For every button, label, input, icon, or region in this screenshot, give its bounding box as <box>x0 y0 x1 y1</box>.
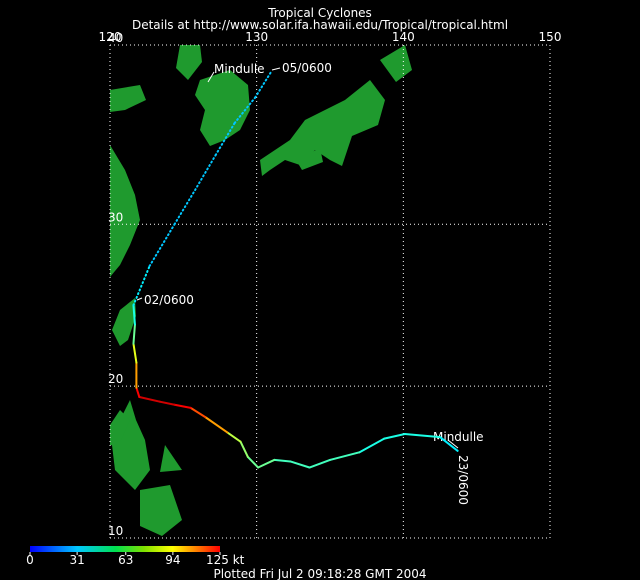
colorbar <box>30 546 220 552</box>
track-segment <box>135 386 141 399</box>
track-segment <box>239 440 249 458</box>
track-segment <box>173 403 192 409</box>
lat-label: 30 <box>108 210 123 224</box>
lon-label: 130 <box>245 30 268 44</box>
track-segment <box>132 342 138 364</box>
track-segment <box>257 458 276 469</box>
storm-label: Mindulle <box>214 62 265 76</box>
title: Tropical Cyclones <box>267 6 372 20</box>
track-segment <box>132 265 151 307</box>
colorbar-label: 94 <box>165 553 180 567</box>
time-label: 23/0600 <box>456 455 470 505</box>
track-segment <box>308 458 331 469</box>
colorbar-label: 125 kt <box>206 553 245 567</box>
track-segment <box>158 400 176 406</box>
time-label: 02/0600 <box>144 293 194 307</box>
time-label: 05/0600 <box>282 61 332 75</box>
track-segment <box>194 154 217 192</box>
lat-label: 40 <box>108 31 123 45</box>
track-segment <box>173 189 197 226</box>
track-segment <box>132 323 136 345</box>
track-segment <box>233 96 257 124</box>
track-segment <box>273 458 292 463</box>
lat-label: 20 <box>108 372 123 386</box>
track-segment <box>329 451 361 461</box>
colorbar-label: 63 <box>118 553 133 567</box>
footer: Plotted Fri Jul 2 09:18:28 GMT 2004 <box>213 567 426 580</box>
track-segment <box>254 70 273 99</box>
lon-label: 150 <box>539 30 562 44</box>
track-segment <box>138 396 161 403</box>
lon-label: 140 <box>392 30 415 44</box>
track-segment <box>358 437 386 454</box>
track-segment <box>204 416 229 434</box>
track-segment <box>132 304 136 326</box>
track-segment <box>214 121 236 157</box>
track-segment <box>403 433 441 439</box>
colorbar-label: 31 <box>69 553 84 567</box>
lon-label: 120 <box>99 30 122 44</box>
lat-label: 10 <box>108 524 123 538</box>
track-segment <box>439 436 459 452</box>
subtitle: Details at http://www.solar.ifa.hawaii.e… <box>132 18 508 32</box>
colorbar-label: 0 <box>26 553 34 567</box>
land <box>110 45 412 536</box>
leaders <box>136 67 459 449</box>
track-segment <box>289 460 311 469</box>
track-segment <box>246 455 260 469</box>
track-segment <box>226 431 242 443</box>
track-segment <box>189 406 207 419</box>
track-segment <box>148 223 176 268</box>
track-segment <box>383 433 406 440</box>
